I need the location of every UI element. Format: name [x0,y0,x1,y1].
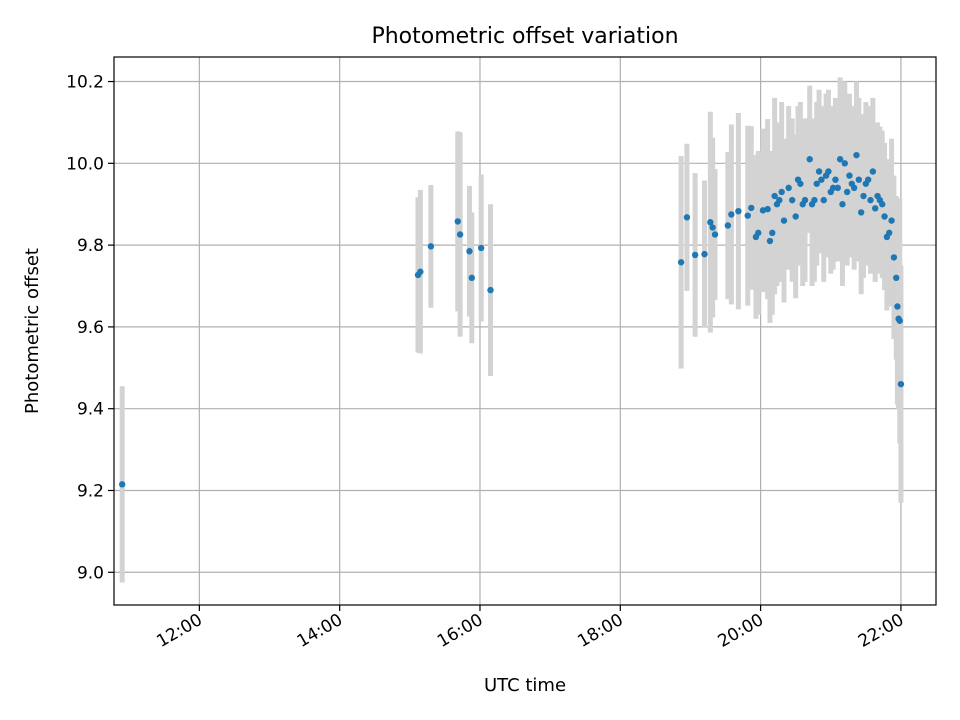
data-point [788,196,796,204]
data-point [456,231,464,238]
data-point [797,180,804,187]
data-point [894,303,901,310]
data-point [811,196,818,204]
data-point [468,274,475,282]
data-point [691,251,699,259]
data-point [427,243,435,250]
plot-area-frame [113,56,937,606]
x-axis-label: UTC time [484,675,566,696]
data-point [792,213,799,220]
data-point [755,229,762,237]
data-point [888,217,895,224]
data-point [806,156,813,163]
data-point [744,212,751,219]
data-point [707,219,714,226]
data-point [735,207,742,215]
data-point [118,481,126,488]
data-point [886,229,893,237]
data-point [780,217,788,224]
data-point [825,168,832,175]
data-point [748,204,755,212]
data-point [879,201,886,208]
data-point [857,209,865,216]
data-point [897,380,905,388]
data-point [724,222,732,229]
data-point [711,231,719,238]
data-point [829,184,837,192]
data-point [864,176,872,183]
data-point [850,184,858,192]
data-point [778,188,785,196]
data-point [771,192,778,200]
chart-title: Photometric offset variation [371,24,678,49]
data-point [839,201,846,208]
data-point [869,168,877,175]
data-point [843,188,851,196]
data-point [820,196,827,204]
data-point [893,274,900,282]
y-tick-label: 9.2 [77,481,104,501]
data-point [834,184,841,192]
data-point [818,176,825,183]
y-tick-label: 9.0 [77,563,104,583]
y-tick-label: 10.0 [66,154,104,174]
y-axis-label: Photometric offset [22,248,43,414]
data-point [769,229,776,237]
data-point [776,196,783,204]
data-point [487,286,494,294]
data-point [709,224,716,231]
data-point [466,248,473,255]
data-point [477,244,485,252]
data-point [728,211,735,218]
data-point [813,180,820,187]
data-point [785,184,792,192]
y-tick-label: 9.4 [77,400,104,420]
data-point [417,268,424,275]
data-point [836,156,844,163]
data-point [801,196,809,204]
data-point [701,250,708,258]
data-point [846,172,853,179]
data-point [764,205,771,213]
y-tick-label: 9.8 [77,236,104,256]
data-points [118,151,905,488]
y-tick-label: 9.6 [77,318,104,338]
y-tick-label: 10.2 [66,73,104,93]
data-point [871,205,879,212]
data-point [832,176,839,183]
data-point [766,237,774,245]
data-point [881,213,888,220]
data-point [815,168,823,175]
data-point [896,317,903,324]
data-point [853,151,860,159]
data-point [683,214,691,221]
data-point [860,192,867,200]
data-point [841,160,848,167]
data-point [855,176,863,183]
data-point [677,259,685,266]
data-point [454,218,461,225]
data-point [867,196,874,204]
data-point [890,254,898,261]
